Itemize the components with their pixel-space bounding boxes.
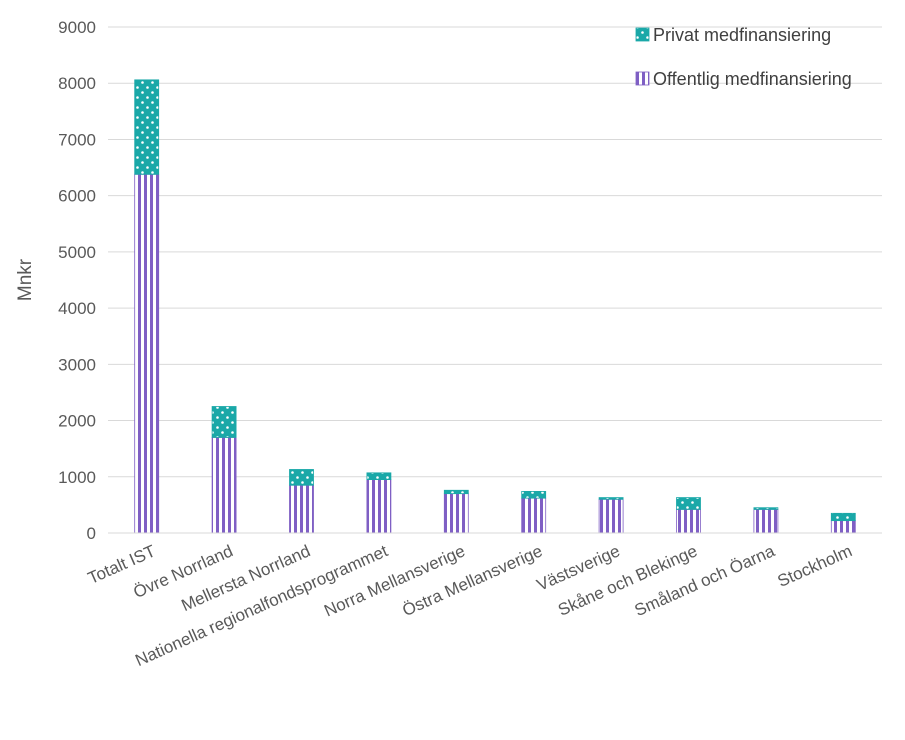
x-tick-label: Östra Mellansverige [399,541,545,620]
bar-segment-offentlig [289,484,314,534]
x-tick-label: Småland och Öarna [632,541,778,620]
bar-segment-privat [753,507,779,510]
y-tick-label: 1000 [58,468,96,487]
legend-label: Offentlig medfinansiering [653,69,852,89]
bar-segment-privat [134,79,160,175]
bar-segment-privat [211,406,237,438]
bar-segment-offentlig [830,520,856,534]
bar-segment-privat [443,489,469,495]
bar-segment-privat [366,472,392,480]
y-tick-label: 6000 [58,187,96,206]
y-axis-tick-labels: 0 1000 2000 3000 4000 5000 6000 7000 8000 9000 [58,18,96,543]
legend-swatch [635,27,650,42]
bar-segment-offentlig [521,497,547,534]
legend-label: Privat medfinansiering [653,25,831,45]
y-tick-label: 0 [87,524,96,543]
bar-segment-offentlig [598,498,624,534]
bar-segment-offentlig [134,173,160,534]
bar-segment-privat [289,469,314,486]
y-tick-label: 7000 [58,130,96,149]
y-tick-label: 5000 [58,243,96,262]
y-tick-label: 9000 [58,18,96,37]
bar-segment-offentlig [676,508,701,534]
y-tick-label: 4000 [58,299,96,318]
legend-swatch [635,71,650,86]
x-tick-label: Skåne och Blekinge [555,541,700,619]
bars [134,79,856,534]
bar-segment-privat [598,497,624,500]
y-tick-label: 8000 [58,74,96,93]
legend: Privat medfinansiering Offentlig medfinan… [635,25,852,89]
gridlines [108,26,882,478]
y-axis-title: Mnkr [15,258,36,301]
bar-segment-offentlig [366,479,392,534]
x-tick-label: Stockholm [775,541,855,591]
bar-segment-offentlig [443,493,469,534]
bar-segment-privat [676,497,701,510]
bar-segment-privat [521,490,547,499]
bar-segment-offentlig [211,437,237,534]
x-tick-label: Norra Mellansverige [321,541,468,620]
y-tick-label: 2000 [58,412,96,431]
y-tick-label: 3000 [58,355,96,374]
bar-segment-offentlig [753,508,779,534]
bar-segment-privat [830,512,856,522]
